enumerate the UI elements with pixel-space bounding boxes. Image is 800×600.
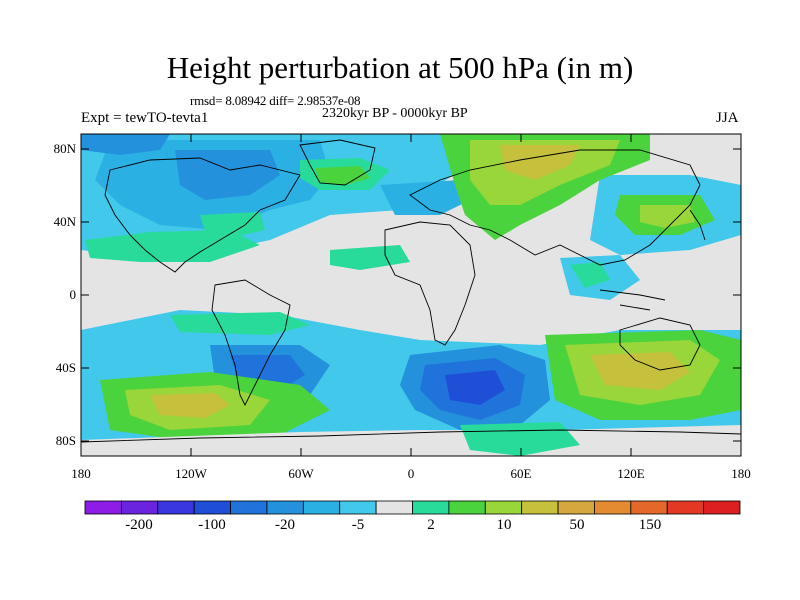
- lat-label-40s: 40S: [55, 360, 76, 375]
- colorbar-label: -200: [125, 517, 153, 533]
- field-greenland-green-2: [315, 166, 370, 185]
- coast-greenland: [299, 139, 376, 186]
- field-europe-blue: [380, 180, 470, 215]
- coast-indonesia: [599, 289, 666, 311]
- colorbar: [84, 500, 741, 515]
- coast-south-america: [211, 279, 291, 407]
- field-seasia-green: [570, 262, 610, 288]
- colorbar-swatch: [157, 500, 195, 515]
- colorbar-swatch: [521, 500, 559, 515]
- field-eastasia-lime: [640, 205, 695, 228]
- colorbar-label: -100: [198, 517, 226, 533]
- field-na-green: [85, 230, 260, 262]
- field-sw-pacific-yellow: [150, 393, 230, 418]
- lat-label-40n: 40N: [53, 214, 76, 229]
- period-label: 2320kyr BP - 0000kyr BP: [322, 106, 468, 121]
- coast-north-america: [104, 157, 301, 273]
- colorbar-swatch: [412, 500, 450, 515]
- field-na-green-2: [200, 212, 265, 238]
- lat-label-80n: 80N: [53, 141, 76, 156]
- colorbar-swatch: [594, 500, 632, 515]
- field-south-green-band: [170, 312, 310, 335]
- lon-label-60w: 60W: [288, 466, 314, 481]
- coastlines: [81, 139, 741, 443]
- coast-antarctica: [81, 429, 741, 443]
- coast-japan: [689, 209, 706, 241]
- colorbar-swatch: [302, 500, 341, 515]
- colorbar-label: -20: [275, 517, 295, 533]
- colorbar-swatch: [339, 500, 377, 515]
- field-antarctic-grey: [81, 425, 741, 456]
- colorbar-swatch: [484, 500, 523, 515]
- colorbar-swatch: [230, 500, 268, 515]
- colorbar-swatch: [557, 500, 595, 515]
- colorbar-swatch: [703, 500, 741, 515]
- colorbar-label: 2: [427, 517, 435, 533]
- lon-label-0: 0: [407, 466, 415, 481]
- field-atlantic-deep: [445, 370, 505, 405]
- field-na-blue-dark: [175, 150, 280, 200]
- lon-ticks: [190, 134, 632, 456]
- colorbar-swatch: [666, 500, 705, 515]
- season-label: JJA: [716, 110, 739, 126]
- lat-label-80s: 80S: [55, 433, 76, 448]
- coast-africa: [384, 221, 476, 346]
- colorbar-label: -5: [351, 517, 365, 533]
- height-field: [81, 134, 741, 456]
- experiment-label: Expt = tewTO-tevta1: [81, 110, 209, 126]
- colorbar-swatch: [84, 500, 122, 515]
- colorbar-label: 50: [569, 517, 585, 533]
- field-arctic-blue: [81, 134, 170, 155]
- lat-label-0: 0: [69, 287, 77, 302]
- lat-ticks: [81, 148, 741, 442]
- lon-label-180w: 180: [71, 466, 91, 481]
- lon-label-120w: 120W: [175, 466, 207, 481]
- colorbar-label: 10: [496, 517, 512, 533]
- colorbar-swatch: [193, 500, 231, 515]
- colorbar-swatch: [266, 500, 304, 515]
- field-pacific-green-small: [330, 245, 410, 270]
- colorbar-label: 150: [638, 517, 662, 533]
- colorbar-swatch: [375, 500, 413, 515]
- lon-label-180e: 180: [731, 466, 751, 481]
- colorbar-swatch: [120, 500, 159, 515]
- lon-label-120e: 120E: [617, 466, 645, 481]
- field-s-indian-yellow: [590, 352, 690, 390]
- lon-label-60e: 60E: [510, 466, 532, 481]
- coast-australia: [619, 317, 701, 371]
- stats-text: rmsd= 8.08942 diff= 2.98537e-08: [190, 93, 361, 108]
- colorbar-swatch: [630, 500, 668, 515]
- map-title: Height perturbation at 500 hPa (in m): [166, 50, 634, 85]
- coast-eurasia: [409, 149, 701, 266]
- colorbar-swatch: [448, 500, 486, 515]
